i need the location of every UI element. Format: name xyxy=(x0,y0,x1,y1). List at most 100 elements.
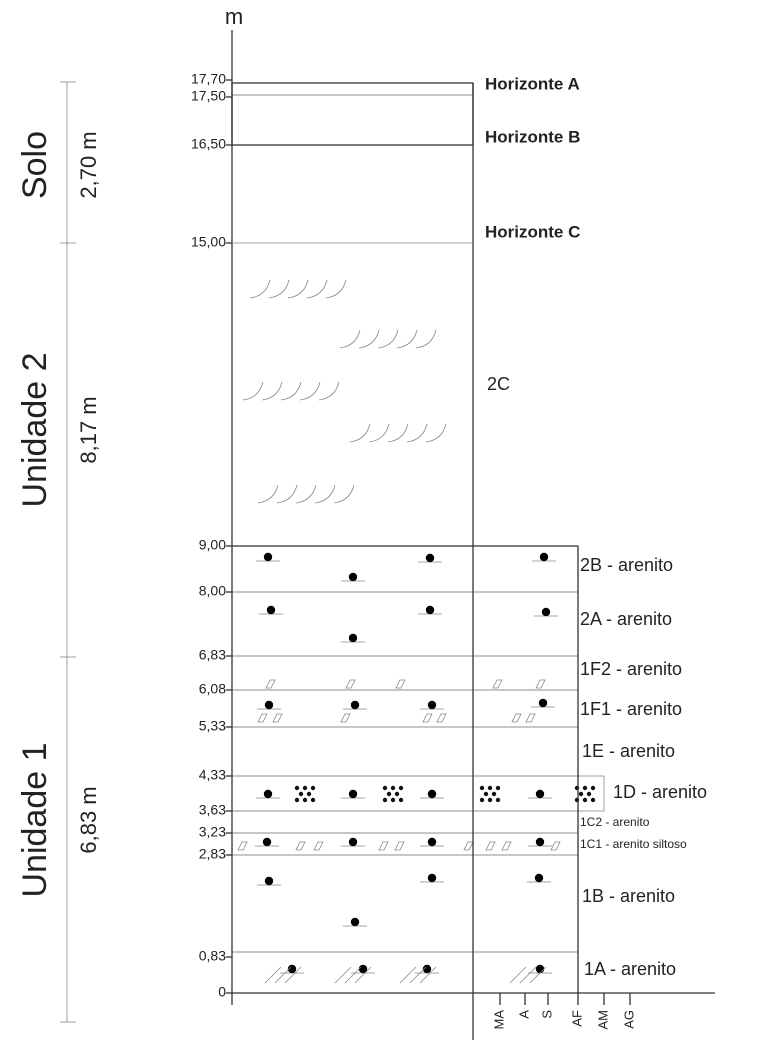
cross-bed xyxy=(529,966,547,984)
bed xyxy=(231,854,579,953)
grain-size-label: AM xyxy=(595,1010,610,1030)
unit-thickness: 2,70 m xyxy=(76,131,101,198)
layer-label: 1B - arenito xyxy=(582,886,675,906)
gravel xyxy=(487,785,493,791)
ripple xyxy=(299,381,321,401)
ripple xyxy=(295,484,317,504)
grain xyxy=(539,552,549,562)
layer-label: 1C1 - arenito siltoso xyxy=(580,837,687,851)
gravel xyxy=(398,785,404,791)
grain-size-label: A xyxy=(516,1010,531,1019)
gravel xyxy=(382,785,388,791)
clast xyxy=(511,713,522,723)
gravel xyxy=(495,785,501,791)
cross-bed xyxy=(274,966,292,984)
level-label: 0,83 xyxy=(199,948,226,964)
clast xyxy=(257,713,268,723)
layer-label: Horizonte B xyxy=(485,127,580,146)
level-label: 8,00 xyxy=(199,583,226,599)
cross-bed xyxy=(284,966,302,984)
gravel xyxy=(294,797,300,803)
clast xyxy=(422,713,433,723)
gravel xyxy=(483,791,489,797)
ripple xyxy=(249,279,271,299)
cross-bed xyxy=(509,966,527,984)
ripple xyxy=(314,484,336,504)
clast xyxy=(525,713,536,723)
clast xyxy=(535,679,546,689)
clast xyxy=(492,679,503,689)
gravel xyxy=(298,791,304,797)
clast xyxy=(436,713,447,723)
ripple xyxy=(306,279,328,299)
cross-bed xyxy=(334,966,352,984)
grain xyxy=(264,700,274,710)
gravel xyxy=(586,791,592,797)
level-label: 4,33 xyxy=(199,767,226,783)
grain xyxy=(427,873,437,883)
grain xyxy=(535,964,545,974)
ripple xyxy=(349,423,371,443)
grain xyxy=(535,837,545,847)
ripple xyxy=(257,484,279,504)
gravel xyxy=(310,797,316,803)
layer-label: 1E - arenito xyxy=(582,741,675,761)
cross-bed xyxy=(409,966,427,984)
layer-label: 1A - arenito xyxy=(584,959,676,979)
gravel xyxy=(582,785,588,791)
gravel xyxy=(479,785,485,791)
gravel xyxy=(394,791,400,797)
grain xyxy=(534,873,544,883)
ripple xyxy=(318,381,340,401)
gravel xyxy=(590,785,596,791)
grain xyxy=(266,605,276,615)
clast xyxy=(340,713,351,723)
cross-bed xyxy=(354,966,372,984)
grain xyxy=(350,917,360,927)
layer-label: 1C2 - arenito xyxy=(580,815,650,829)
gravel xyxy=(382,797,388,803)
grain xyxy=(263,789,273,799)
axis-unit: m xyxy=(225,4,243,29)
ripple xyxy=(325,279,347,299)
cross-bed xyxy=(419,966,437,984)
ripple xyxy=(268,279,290,299)
gravel xyxy=(479,797,485,803)
clast xyxy=(485,841,496,851)
gravel xyxy=(306,791,312,797)
cross-bed xyxy=(344,966,362,984)
ripple xyxy=(368,423,390,443)
bed xyxy=(231,545,579,593)
gravel xyxy=(495,797,501,803)
ripple xyxy=(406,423,428,443)
ripple xyxy=(333,484,355,504)
unit-name: Unidade 2 xyxy=(16,352,54,507)
ripple xyxy=(415,329,437,349)
layer-label: 2A - arenito xyxy=(580,609,672,629)
level-label: 9,00 xyxy=(199,537,226,553)
grain xyxy=(262,837,272,847)
ripple xyxy=(387,423,409,443)
gravel xyxy=(302,797,308,803)
gravel xyxy=(390,785,396,791)
grain xyxy=(427,789,437,799)
cross-bed xyxy=(264,966,282,984)
unit-thickness: 8,17 m xyxy=(76,396,101,463)
grain xyxy=(348,572,358,582)
level-label: 15,00 xyxy=(191,234,226,250)
clast xyxy=(501,841,512,851)
layer-label: Horizonte A xyxy=(485,74,580,93)
clast xyxy=(272,713,283,723)
clast xyxy=(395,679,406,689)
grain-size-label: AF xyxy=(569,1010,584,1027)
bed xyxy=(231,951,579,994)
unit-name: Solo xyxy=(16,131,54,199)
gravel xyxy=(386,791,392,797)
gravel xyxy=(582,797,588,803)
bed xyxy=(231,832,579,856)
grain xyxy=(422,964,432,974)
layer-label: 2C xyxy=(487,374,510,394)
grain xyxy=(535,789,545,799)
grain xyxy=(427,837,437,847)
